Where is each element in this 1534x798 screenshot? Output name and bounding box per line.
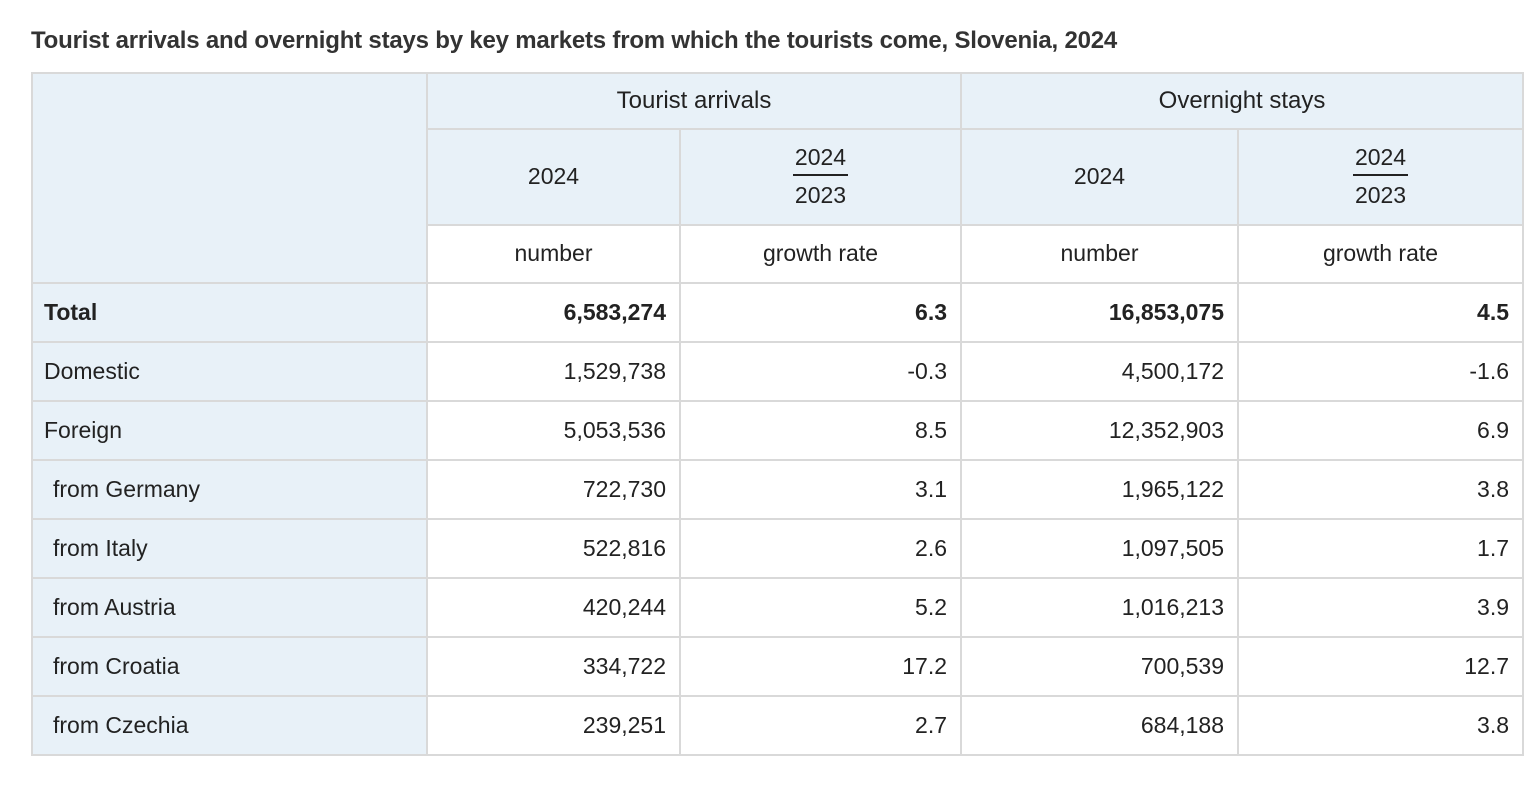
ratio-numerator: 2024 (792, 144, 849, 176)
period-stays-2024: 2024 (960, 127, 1240, 226)
stays-number-cell: 16,853,075 (960, 281, 1240, 343)
arrivals-growth-cell: 5.2 (678, 576, 963, 638)
table-row-foreign: Foreign 5,053,536 8.5 12,352,903 6.9 (31, 399, 1525, 461)
stays-number-cell: 1,016,213 (960, 576, 1240, 638)
stays-growth-cell: -1.6 (1237, 340, 1525, 402)
ratio-numerator: 2024 (1352, 144, 1409, 176)
column-group-tourist-arrivals: Tourist arrivals (425, 71, 963, 130)
row-label: Total (31, 281, 428, 343)
arrivals-growth-cell: 2.7 (678, 694, 963, 756)
row-label: from Germany (31, 458, 428, 520)
year-ratio-fraction: 2024 2023 (1352, 144, 1409, 209)
arrivals-growth-cell: 3.1 (678, 458, 963, 520)
arrivals-number-cell: 5,053,536 (426, 399, 681, 461)
table-row-from-italy: from Italy 522,816 2.6 1,097,505 1.7 (31, 517, 1525, 579)
stays-number-cell: 684,188 (960, 694, 1240, 756)
period-arrivals-ratio: 2024 2023 (678, 127, 963, 226)
arrivals-growth-cell: -0.3 (678, 340, 963, 402)
stays-growth-cell: 4.5 (1237, 281, 1525, 343)
column-group-overnight-stays: Overnight stays (960, 71, 1525, 130)
stays-number-cell: 1,097,505 (960, 517, 1240, 579)
arrivals-number-cell: 420,244 (426, 576, 681, 638)
ratio-denominator: 2023 (1354, 181, 1407, 208)
table-row-from-austria: from Austria 420,244 5.2 1,016,213 3.9 (31, 576, 1525, 638)
tourism-statistics-table: Tourist arrivals Overnight stays 2024 20… (31, 71, 1525, 756)
arrivals-growth-cell: 6.3 (678, 281, 963, 343)
stays-growth-cell: 12.7 (1237, 635, 1525, 697)
period-stays-ratio: 2024 2023 (1237, 127, 1525, 226)
arrivals-number-cell: 522,816 (426, 517, 681, 579)
year-ratio-fraction: 2024 2023 (792, 144, 849, 209)
row-label: from Austria (31, 576, 428, 638)
stays-number-cell: 12,352,903 (960, 399, 1240, 461)
header-period-row: 2024 2024 2023 2024 2024 2023 (32, 127, 1525, 226)
arrivals-growth-cell: 8.5 (678, 399, 963, 461)
row-label: from Croatia (31, 635, 428, 697)
measure-stays-number: number (960, 223, 1240, 284)
table-row-domestic: Domestic 1,529,738 -0.3 4,500,172 -1.6 (31, 340, 1525, 402)
period-arrivals-2024: 2024 (426, 127, 681, 226)
measure-stays-growth-rate: growth rate (1237, 223, 1525, 284)
measure-arrivals-growth-rate: growth rate (678, 223, 963, 284)
arrivals-number-cell: 6,583,274 (426, 281, 681, 343)
stays-number-cell: 1,965,122 (960, 458, 1240, 520)
header-measure-row: number growth rate number growth rate (32, 223, 1525, 284)
stays-number-cell: 4,500,172 (960, 340, 1240, 402)
arrivals-number-cell: 334,722 (426, 635, 681, 697)
stays-growth-cell: 3.9 (1237, 576, 1525, 638)
stays-growth-cell: 3.8 (1237, 458, 1525, 520)
arrivals-number-cell: 1,529,738 (426, 340, 681, 402)
header-group-row: Tourist arrivals Overnight stays (31, 71, 1525, 284)
arrivals-number-cell: 239,251 (426, 694, 681, 756)
table-row-from-germany: from Germany 722,730 3.1 1,965,122 3.8 (31, 458, 1525, 520)
arrivals-growth-cell: 2.6 (678, 517, 963, 579)
table-row-from-croatia: from Croatia 334,722 17.2 700,539 12.7 (31, 635, 1525, 697)
table-row-from-czechia: from Czechia 239,251 2.7 684,188 3.8 (31, 694, 1525, 756)
stays-growth-cell: 1.7 (1237, 517, 1525, 579)
row-label: from Italy (31, 517, 428, 579)
measure-arrivals-number: number (426, 223, 681, 284)
corner-cell (31, 71, 428, 284)
arrivals-number-cell: 722,730 (426, 458, 681, 520)
stays-growth-cell: 3.8 (1237, 694, 1525, 756)
stays-growth-cell: 6.9 (1237, 399, 1525, 461)
row-label: Foreign (31, 399, 428, 461)
table-row-total: Total 6,583,274 6.3 16,853,075 4.5 (31, 281, 1525, 343)
page-title: Tourist arrivals and overnight stays by … (31, 27, 1118, 54)
stays-number-cell: 700,539 (960, 635, 1240, 697)
arrivals-growth-cell: 17.2 (678, 635, 963, 697)
row-label: Domestic (31, 340, 428, 402)
ratio-denominator: 2023 (794, 181, 847, 208)
row-label: from Czechia (31, 694, 428, 756)
